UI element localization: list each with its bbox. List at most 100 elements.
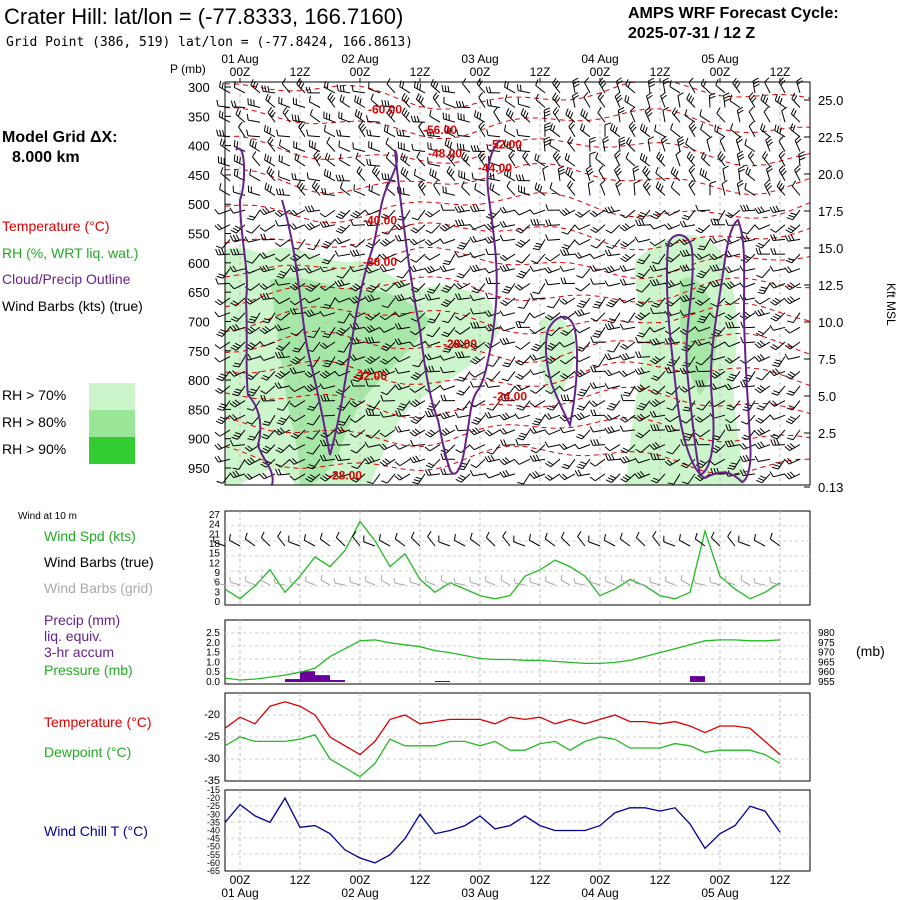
pressure-tick-label: 400 bbox=[188, 139, 210, 154]
panel-y-tick-label: 975 bbox=[818, 638, 835, 649]
wind-barb bbox=[778, 136, 786, 152]
legend-rh80-swatch bbox=[89, 410, 135, 437]
wind-barb bbox=[694, 326, 711, 332]
pressure-tick-label: 950 bbox=[188, 461, 210, 476]
wind-barb bbox=[229, 370, 246, 377]
wind-barb bbox=[529, 312, 546, 319]
wind-barb bbox=[619, 455, 636, 464]
bottom-date-label: 03 Aug bbox=[461, 886, 498, 900]
wind-barb bbox=[771, 385, 786, 396]
wind-barb bbox=[786, 385, 801, 396]
wind-barb bbox=[416, 151, 426, 167]
wind-barb bbox=[633, 180, 640, 196]
wind-barb bbox=[274, 324, 291, 332]
wind-barb-true bbox=[288, 535, 301, 547]
wind-barb bbox=[602, 136, 610, 152]
wind-barb bbox=[552, 77, 561, 94]
wind-barb-grid bbox=[213, 577, 226, 586]
wind-barb bbox=[724, 281, 741, 290]
wind-barb bbox=[350, 473, 366, 483]
wind-barb bbox=[368, 141, 381, 152]
wind-barb bbox=[354, 109, 366, 123]
bottom-date-label: 04 Aug bbox=[581, 886, 618, 900]
wind-barb bbox=[589, 136, 596, 152]
wind-barb-grid bbox=[633, 577, 646, 586]
wind-barb bbox=[349, 400, 366, 408]
wind-barb bbox=[620, 394, 635, 402]
wind-barb bbox=[565, 167, 576, 182]
wind-barb-true bbox=[603, 534, 616, 547]
wind-barb bbox=[785, 414, 801, 425]
wind-barb bbox=[784, 443, 801, 452]
wind-barb bbox=[724, 297, 741, 306]
wind-barb bbox=[694, 429, 711, 438]
legend-wind-barbs: Wind Barbs (kts) (true) bbox=[2, 298, 143, 314]
wind-barb bbox=[486, 143, 501, 152]
wind-barb bbox=[515, 356, 531, 366]
wind-barb bbox=[324, 152, 336, 167]
wind-barb bbox=[649, 223, 666, 230]
pressure-tick-label: 850 bbox=[188, 402, 210, 417]
wind-barb bbox=[755, 239, 771, 249]
wind-barb bbox=[246, 129, 261, 138]
cloud-outline bbox=[235, 139, 752, 486]
wind-barb bbox=[619, 414, 636, 423]
wind-barb bbox=[679, 294, 696, 303]
temperature-contour bbox=[224, 330, 811, 364]
wind-barb-grid bbox=[573, 577, 586, 586]
bottom-hour-label: 00Z bbox=[590, 873, 611, 887]
wind-barb-grid bbox=[560, 574, 571, 586]
panel-y-tick-label: 27 bbox=[209, 510, 221, 521]
top-hour-label: 00Z bbox=[230, 65, 251, 79]
wind-barb bbox=[680, 414, 696, 424]
wind-barb bbox=[706, 136, 713, 152]
legend-temperature: Temperature (°C) bbox=[2, 218, 110, 234]
wind-barb bbox=[635, 283, 651, 293]
wind-barb-true bbox=[635, 531, 646, 547]
pressure-tick-label: 800 bbox=[188, 373, 210, 388]
legend-rh90-label: RH > 90% bbox=[2, 441, 66, 457]
wind-barb bbox=[755, 370, 771, 381]
wind-barb-true bbox=[277, 530, 286, 547]
wind-barb-true bbox=[753, 534, 766, 547]
p4-frame bbox=[224, 789, 811, 872]
kft-tick-label: 0.13 bbox=[818, 480, 843, 495]
wind-barb bbox=[275, 312, 291, 321]
wind-barb bbox=[306, 444, 321, 455]
wind-barb bbox=[688, 165, 696, 182]
bottom-hour-label: 12Z bbox=[530, 873, 551, 887]
wind-barb bbox=[530, 218, 546, 226]
wind-barb-grid bbox=[260, 574, 271, 586]
p1-frame bbox=[224, 510, 811, 606]
wind-barb bbox=[544, 122, 552, 137]
wind-barb bbox=[485, 86, 501, 94]
wind-barb-true bbox=[502, 530, 511, 547]
wind-barb bbox=[717, 151, 726, 167]
wind-barb bbox=[574, 309, 591, 317]
wind-barb-grid bbox=[589, 576, 601, 586]
wind-barb bbox=[696, 268, 711, 279]
wind-barb bbox=[394, 367, 411, 374]
wind-barb bbox=[427, 157, 441, 167]
wind-barb bbox=[485, 277, 501, 285]
wind-barb bbox=[697, 239, 711, 251]
cross-section-frame bbox=[224, 81, 811, 486]
wind-barb bbox=[252, 151, 261, 167]
pressure-line bbox=[224, 639, 781, 681]
wind-barb-grid bbox=[380, 574, 391, 586]
wind-barb bbox=[529, 208, 546, 215]
wind-barb bbox=[544, 253, 561, 262]
wind-barb bbox=[778, 150, 786, 167]
wind-barb bbox=[289, 209, 306, 217]
wind-barb bbox=[517, 97, 531, 108]
wind-barb bbox=[754, 308, 771, 317]
wind-barb-grid bbox=[365, 575, 376, 586]
wind-barb bbox=[736, 106, 744, 123]
wind-barb bbox=[589, 382, 606, 389]
wind-barb bbox=[688, 121, 697, 138]
wind-barb bbox=[561, 458, 576, 470]
panel-y-tick-label: 12 bbox=[209, 558, 221, 569]
wind-barb bbox=[366, 129, 381, 138]
wind-barb bbox=[442, 112, 456, 123]
wind-barb bbox=[365, 312, 381, 321]
